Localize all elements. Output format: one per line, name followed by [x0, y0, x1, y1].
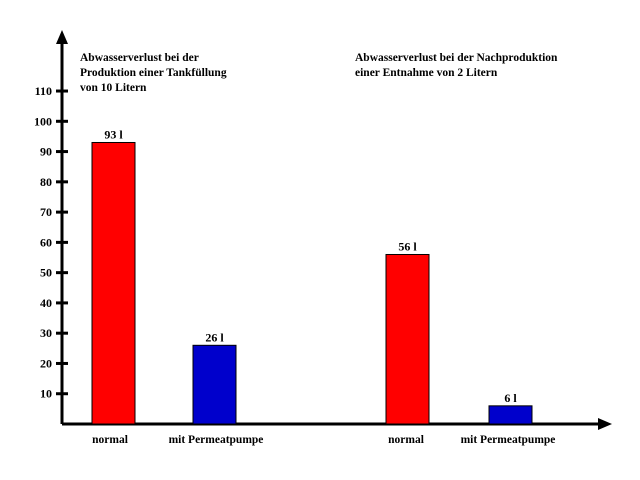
y-tick-label: 10: [40, 387, 52, 401]
data-label: 26 l: [205, 330, 224, 344]
y-tick-label: 50: [40, 266, 52, 280]
y-tick-label: 90: [40, 145, 52, 159]
y-tick-label: 110: [35, 84, 52, 98]
category-label: mit Permeatpumpe: [169, 434, 264, 446]
axes: [56, 30, 612, 430]
group-annotation-line: Produktion einer Tankfüllung: [80, 67, 227, 79]
bar: [488, 405, 533, 425]
category-label: normal: [92, 434, 128, 446]
bar: [385, 253, 430, 425]
category-label: normal: [388, 434, 424, 446]
data-label: 93 l: [104, 127, 123, 141]
group-annotation-line: Abwasserverlust bei der Nachproduktion: [355, 52, 558, 64]
y-tick-label: 80: [40, 175, 52, 189]
bars: [91, 141, 533, 425]
group-annotation-line: Abwasserverlust bei der: [80, 52, 199, 64]
y-tick-label: 20: [40, 356, 52, 370]
y-axis-arrow: [56, 30, 68, 44]
data-label: 6 l: [504, 391, 517, 405]
labels: 10 20 30 40 50 60 70 80 90 100 110 93 l normal 26 l mi…: [34, 52, 558, 446]
group-annotation-line: von 10 Litern: [80, 82, 147, 94]
y-tick-label: 40: [40, 296, 52, 310]
category-label: mit Permeatpumpe: [461, 434, 556, 446]
y-tick-label: 60: [40, 235, 52, 249]
bar: [91, 141, 136, 425]
bar: [192, 344, 237, 425]
y-tick-label: 100: [34, 114, 52, 128]
y-tick-label: 30: [40, 326, 52, 340]
group-annotation-line: einer Entnahme von 2 Litern: [355, 67, 498, 79]
x-axis-arrow: [598, 418, 612, 430]
data-label: 56 l: [398, 239, 417, 253]
y-tick-label: 70: [40, 205, 52, 219]
